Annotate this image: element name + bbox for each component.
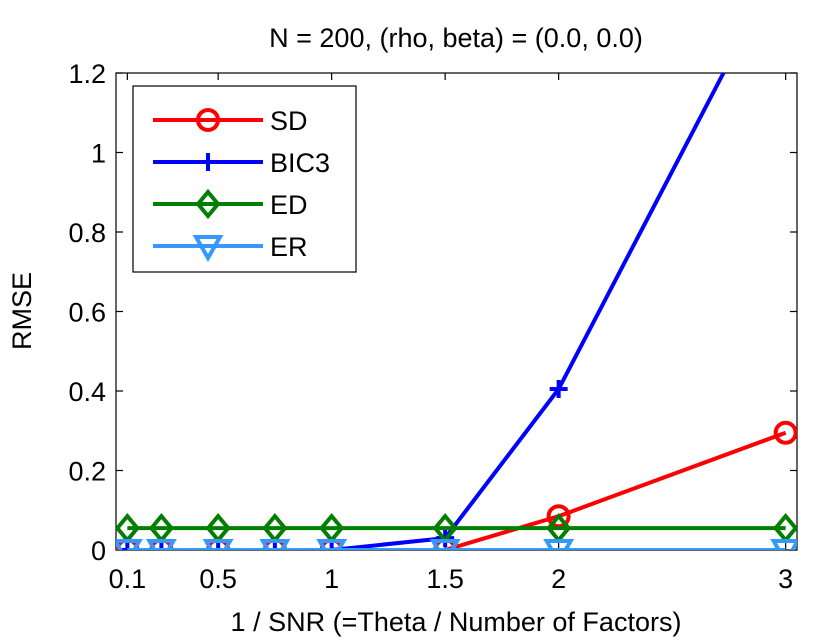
data-point-er	[543, 539, 575, 550]
data-point-er	[770, 539, 797, 550]
x-axis-label: 1 / SNR (=Theta / Number of Factors)	[231, 607, 682, 637]
x-tick-label: 1.5	[426, 564, 464, 594]
data-point-er	[429, 539, 461, 550]
data-point-sd	[773, 420, 797, 445]
x-tick-label: 1	[324, 564, 339, 594]
chart-title: N = 200, (rho, beta) = (0.0, 0.0)	[269, 23, 643, 53]
legend-marker-sd	[196, 108, 220, 132]
legend-label-sd: SD	[270, 106, 308, 136]
data-point-bic3	[118, 541, 137, 550]
series-er	[116, 539, 797, 550]
legend-marker-bic3	[199, 153, 217, 171]
legend-marker-er	[192, 235, 224, 263]
y-tick-label: 0.2	[68, 457, 106, 487]
x-tick-label: 0.5	[199, 564, 237, 594]
legend-label-ed: ED	[270, 190, 308, 220]
series-line-bic3	[127, 73, 726, 550]
data-point-er	[145, 539, 177, 550]
legend-label-er: ER	[270, 232, 308, 262]
y-tick-label: 0.4	[68, 377, 106, 407]
series-bic3	[118, 73, 726, 550]
data-point-er	[116, 539, 143, 550]
y-tick-label: 1.2	[68, 59, 106, 89]
data-point-bic3	[152, 541, 171, 550]
legend: SD BIC3 ED ER	[132, 85, 357, 273]
legend-label-bic3: BIC3	[270, 148, 330, 178]
data-point-er	[259, 539, 291, 550]
axes: 0.1 0.5 1 1.5 2 3 0 0.2 0.4 0.6 0.8 1 1.2	[68, 59, 798, 594]
y-axis-label: RMSE	[7, 272, 37, 350]
legend-box	[132, 85, 357, 273]
data-point-bic3	[322, 541, 341, 550]
data-point-bic3	[549, 380, 568, 399]
x-tick-label: 3	[778, 564, 793, 594]
series-layer	[116, 73, 797, 550]
data-point-er	[202, 539, 234, 550]
y-tick-label: 0	[91, 536, 106, 566]
data-point-bic3	[265, 541, 284, 550]
y-tick-label: 0.6	[68, 298, 106, 328]
data-point-bic3	[209, 541, 228, 550]
legend-marker-ed	[195, 188, 221, 220]
y-tick-label: 1	[91, 139, 106, 169]
series-ed	[116, 513, 797, 544]
x-tick-label: 0.1	[109, 564, 147, 594]
series-line-sd	[127, 430, 787, 550]
y-tick-label: 0.8	[68, 218, 106, 248]
data-point-er	[316, 539, 348, 550]
x-tick-label: 2	[551, 564, 566, 594]
